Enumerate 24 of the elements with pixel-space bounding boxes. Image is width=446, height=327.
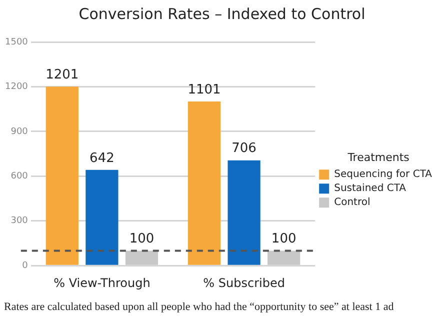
y-tick-label: 1200 [5, 82, 28, 92]
y-tick-label: 0 [22, 260, 28, 271]
x-tick-label: % Subscribed [203, 276, 285, 290]
x-tick-label: % View-Through [54, 276, 150, 290]
data-label: 642 [90, 150, 114, 166]
bar [188, 101, 221, 265]
legend-label: Sequencing for CTA [334, 169, 432, 180]
data-label: 100 [271, 232, 296, 247]
data-label: 100 [129, 232, 154, 247]
chart-title: Conversion Rates – Indexed to Control [78, 4, 366, 23]
data-label: 706 [232, 141, 256, 156]
text: Rates are calculated based upon all people who had the “opportunity to see” at least 1 ad [4, 301, 394, 313]
data-label: 1201 [46, 67, 79, 82]
bar [86, 170, 118, 265]
legend-label: Sustained CTA [334, 183, 406, 194]
bar [46, 86, 78, 265]
y-tick-label: 600 [10, 172, 28, 182]
y-tick-label: 1500 [5, 37, 28, 48]
y-tick-label: 900 [10, 126, 28, 137]
data-label: 1101 [188, 82, 221, 98]
legend-title: Treatments [346, 150, 410, 164]
bar [228, 160, 260, 265]
y-tick-label: 300 [10, 216, 28, 226]
legend-label: Control [334, 197, 370, 208]
